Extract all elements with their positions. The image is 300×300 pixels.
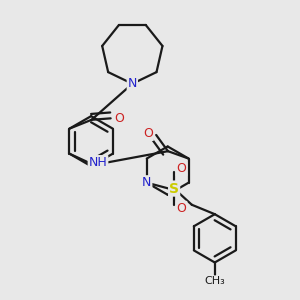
Text: NH: NH xyxy=(88,156,107,169)
Text: O: O xyxy=(114,112,124,125)
Text: O: O xyxy=(177,202,186,215)
Text: N: N xyxy=(128,77,137,90)
Text: CH₃: CH₃ xyxy=(204,276,225,286)
Text: S: S xyxy=(169,182,179,196)
Text: O: O xyxy=(177,162,186,175)
Text: N: N xyxy=(142,176,152,189)
Text: O: O xyxy=(143,127,153,140)
